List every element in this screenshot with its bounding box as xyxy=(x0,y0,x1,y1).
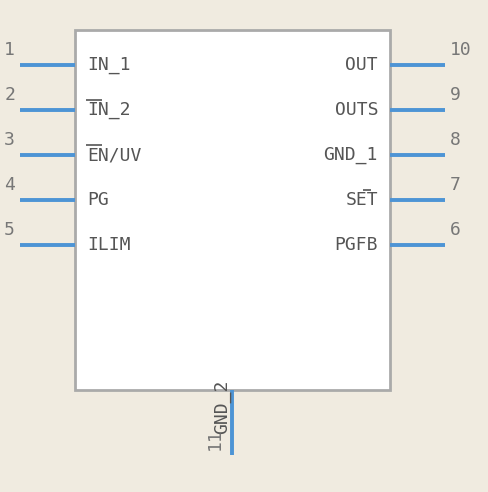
Text: 5: 5 xyxy=(4,221,15,239)
Text: 9: 9 xyxy=(450,86,461,104)
Text: 1: 1 xyxy=(4,41,15,59)
Text: SET: SET xyxy=(346,191,378,209)
Text: IN_1: IN_1 xyxy=(87,56,130,74)
Text: OUT: OUT xyxy=(346,56,378,74)
Text: OUTS: OUTS xyxy=(334,101,378,119)
Bar xyxy=(75,30,390,390)
Text: 7: 7 xyxy=(450,176,461,194)
Text: 11: 11 xyxy=(206,428,224,450)
Text: IN_2: IN_2 xyxy=(87,101,130,119)
Text: 3: 3 xyxy=(4,131,15,149)
Text: GND_2: GND_2 xyxy=(213,380,231,434)
Text: 4: 4 xyxy=(4,176,15,194)
Text: EN/UV: EN/UV xyxy=(87,146,142,164)
Text: ILIM: ILIM xyxy=(87,236,130,254)
Text: 6: 6 xyxy=(450,221,461,239)
Text: 8: 8 xyxy=(450,131,461,149)
Text: 2: 2 xyxy=(4,86,15,104)
Text: 10: 10 xyxy=(450,41,472,59)
Text: GND_1: GND_1 xyxy=(324,146,378,164)
Text: PG: PG xyxy=(87,191,109,209)
Text: PGFB: PGFB xyxy=(334,236,378,254)
